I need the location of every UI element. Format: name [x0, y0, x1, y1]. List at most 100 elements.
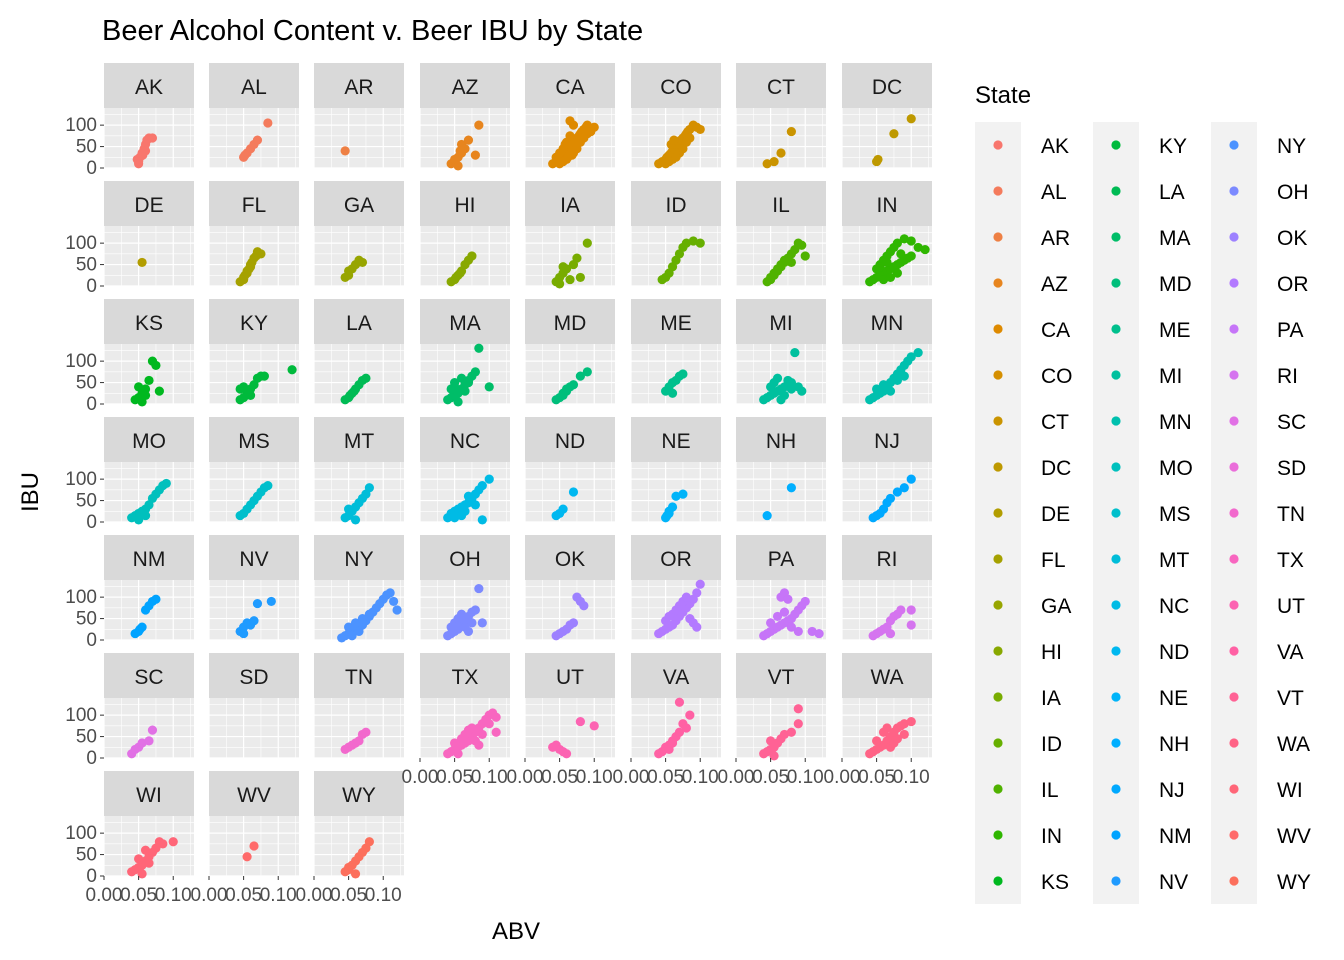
facet-strip: [209, 299, 299, 344]
facet-strip-label: MD: [554, 312, 587, 335]
facet-panel-nd: ND: [524, 417, 615, 523]
data-point-pa: [800, 596, 810, 607]
panel-background: [209, 698, 299, 758]
x-tick-label: 0.00: [86, 885, 123, 906]
facet-strip: [631, 181, 721, 226]
legend-item-ri: RI: [1211, 352, 1298, 398]
facet-panel-ok: OK: [524, 535, 615, 641]
legend-item-ut: UT: [1211, 582, 1305, 628]
facet-panel-ct: CT: [735, 63, 826, 169]
x-tick-label: 0.10: [893, 767, 930, 788]
facet-strip: [420, 535, 510, 580]
legend-title: State: [975, 82, 1031, 109]
legend-item-wy: WY: [1211, 858, 1311, 904]
panel-background: [736, 462, 826, 522]
facet-panel-ar: AR: [313, 63, 404, 169]
data-point-oh: [470, 605, 480, 615]
data-point-md: [561, 384, 572, 394]
legend-key-point: [1229, 324, 1239, 334]
facet-strip: [842, 299, 932, 344]
x-tick-label: 0.00: [824, 767, 861, 788]
facet-strip: [631, 63, 721, 108]
facet-panel-ut: UT: [524, 653, 615, 759]
data-point-nj: [906, 474, 916, 484]
legend-item-co: CO: [975, 352, 1073, 398]
legend-item-pa: PA: [1211, 306, 1303, 352]
facet-strip: [104, 181, 194, 226]
x-tick-label: 0.10: [682, 767, 719, 788]
legend-key-point: [993, 692, 1003, 702]
legend-key-point: [993, 416, 1003, 426]
data-point-ia: [555, 279, 565, 289]
facet-strip: [631, 653, 721, 698]
data-point-ne: [667, 502, 678, 512]
facet-strip: [209, 653, 299, 698]
panel-background: [314, 816, 404, 876]
facet-panel-me: ME: [630, 299, 721, 405]
data-point-dc: [906, 114, 916, 124]
data-point-ks: [140, 384, 151, 394]
legend-key-point: [1229, 140, 1239, 150]
data-point-oh: [467, 618, 477, 628]
data-point-id: [695, 238, 705, 248]
data-point-ia: [572, 253, 582, 263]
facet-strip: [209, 417, 299, 462]
facet-panel-il: IL: [735, 181, 826, 287]
legend-item-mt: MT: [1093, 536, 1189, 582]
legend-item-az: AZ: [975, 260, 1068, 306]
legend-label: NH: [1159, 733, 1189, 756]
x-tick-label: 0.00: [613, 767, 650, 788]
facet-strip-label: GA: [344, 194, 374, 217]
data-point-va: [674, 727, 685, 737]
data-point-al: [240, 150, 250, 160]
data-point-nv: [266, 596, 276, 607]
facet-strip: [314, 181, 404, 226]
data-point-wi: [158, 839, 168, 849]
panel-background: [104, 226, 194, 286]
data-point-wi: [137, 869, 147, 879]
legend-key-point: [993, 508, 1003, 518]
facet-strip: [736, 299, 826, 344]
facet-strip: [736, 535, 826, 580]
facet-strip-label: CT: [767, 76, 795, 99]
data-point-ia: [582, 238, 592, 248]
facet-panel-dc: DC: [841, 63, 932, 169]
data-point-ut: [561, 749, 572, 759]
data-point-nj: [899, 483, 909, 493]
data-point-in: [885, 272, 896, 283]
data-point-tx: [477, 729, 487, 740]
y-tick-label: 100: [65, 115, 97, 136]
facet-strip-label: MS: [238, 430, 270, 453]
panel-background: [842, 462, 932, 522]
data-point-ks: [154, 386, 164, 396]
facet-strip-label: CO: [660, 76, 692, 99]
data-point-mn: [872, 384, 882, 394]
legend-item-ky: KY: [1093, 122, 1187, 168]
facet-panel-va: VA: [630, 653, 721, 759]
data-point-ma: [463, 377, 474, 388]
legend-label: IA: [1041, 687, 1061, 710]
facet-panel-la: LA: [313, 299, 404, 405]
facet-panel-de: DE: [103, 181, 194, 287]
data-point-ia: [558, 262, 568, 272]
data-point-mn: [878, 380, 889, 390]
data-point-tx: [467, 723, 477, 733]
legend-key-point: [1229, 232, 1239, 242]
legend-key-point: [993, 784, 1003, 794]
facet-panel-md: MD: [524, 299, 615, 405]
panel-background: [314, 698, 404, 758]
data-point-mi: [783, 375, 793, 386]
facet-strip: [525, 653, 615, 698]
data-point-vt: [769, 751, 779, 761]
facet-strip: [525, 181, 615, 226]
panel-background: [736, 698, 826, 758]
facet-panel-nv: NV: [208, 535, 299, 641]
data-point-ky: [287, 365, 297, 375]
legend-key-point: [1229, 646, 1239, 656]
facet-strip-label: MN: [871, 312, 904, 335]
data-point-ia: [565, 274, 575, 285]
data-point-wy: [364, 837, 374, 847]
facet-strip: [209, 771, 299, 816]
data-point-ma: [456, 373, 467, 383]
facet-strip-label: MT: [344, 430, 374, 453]
